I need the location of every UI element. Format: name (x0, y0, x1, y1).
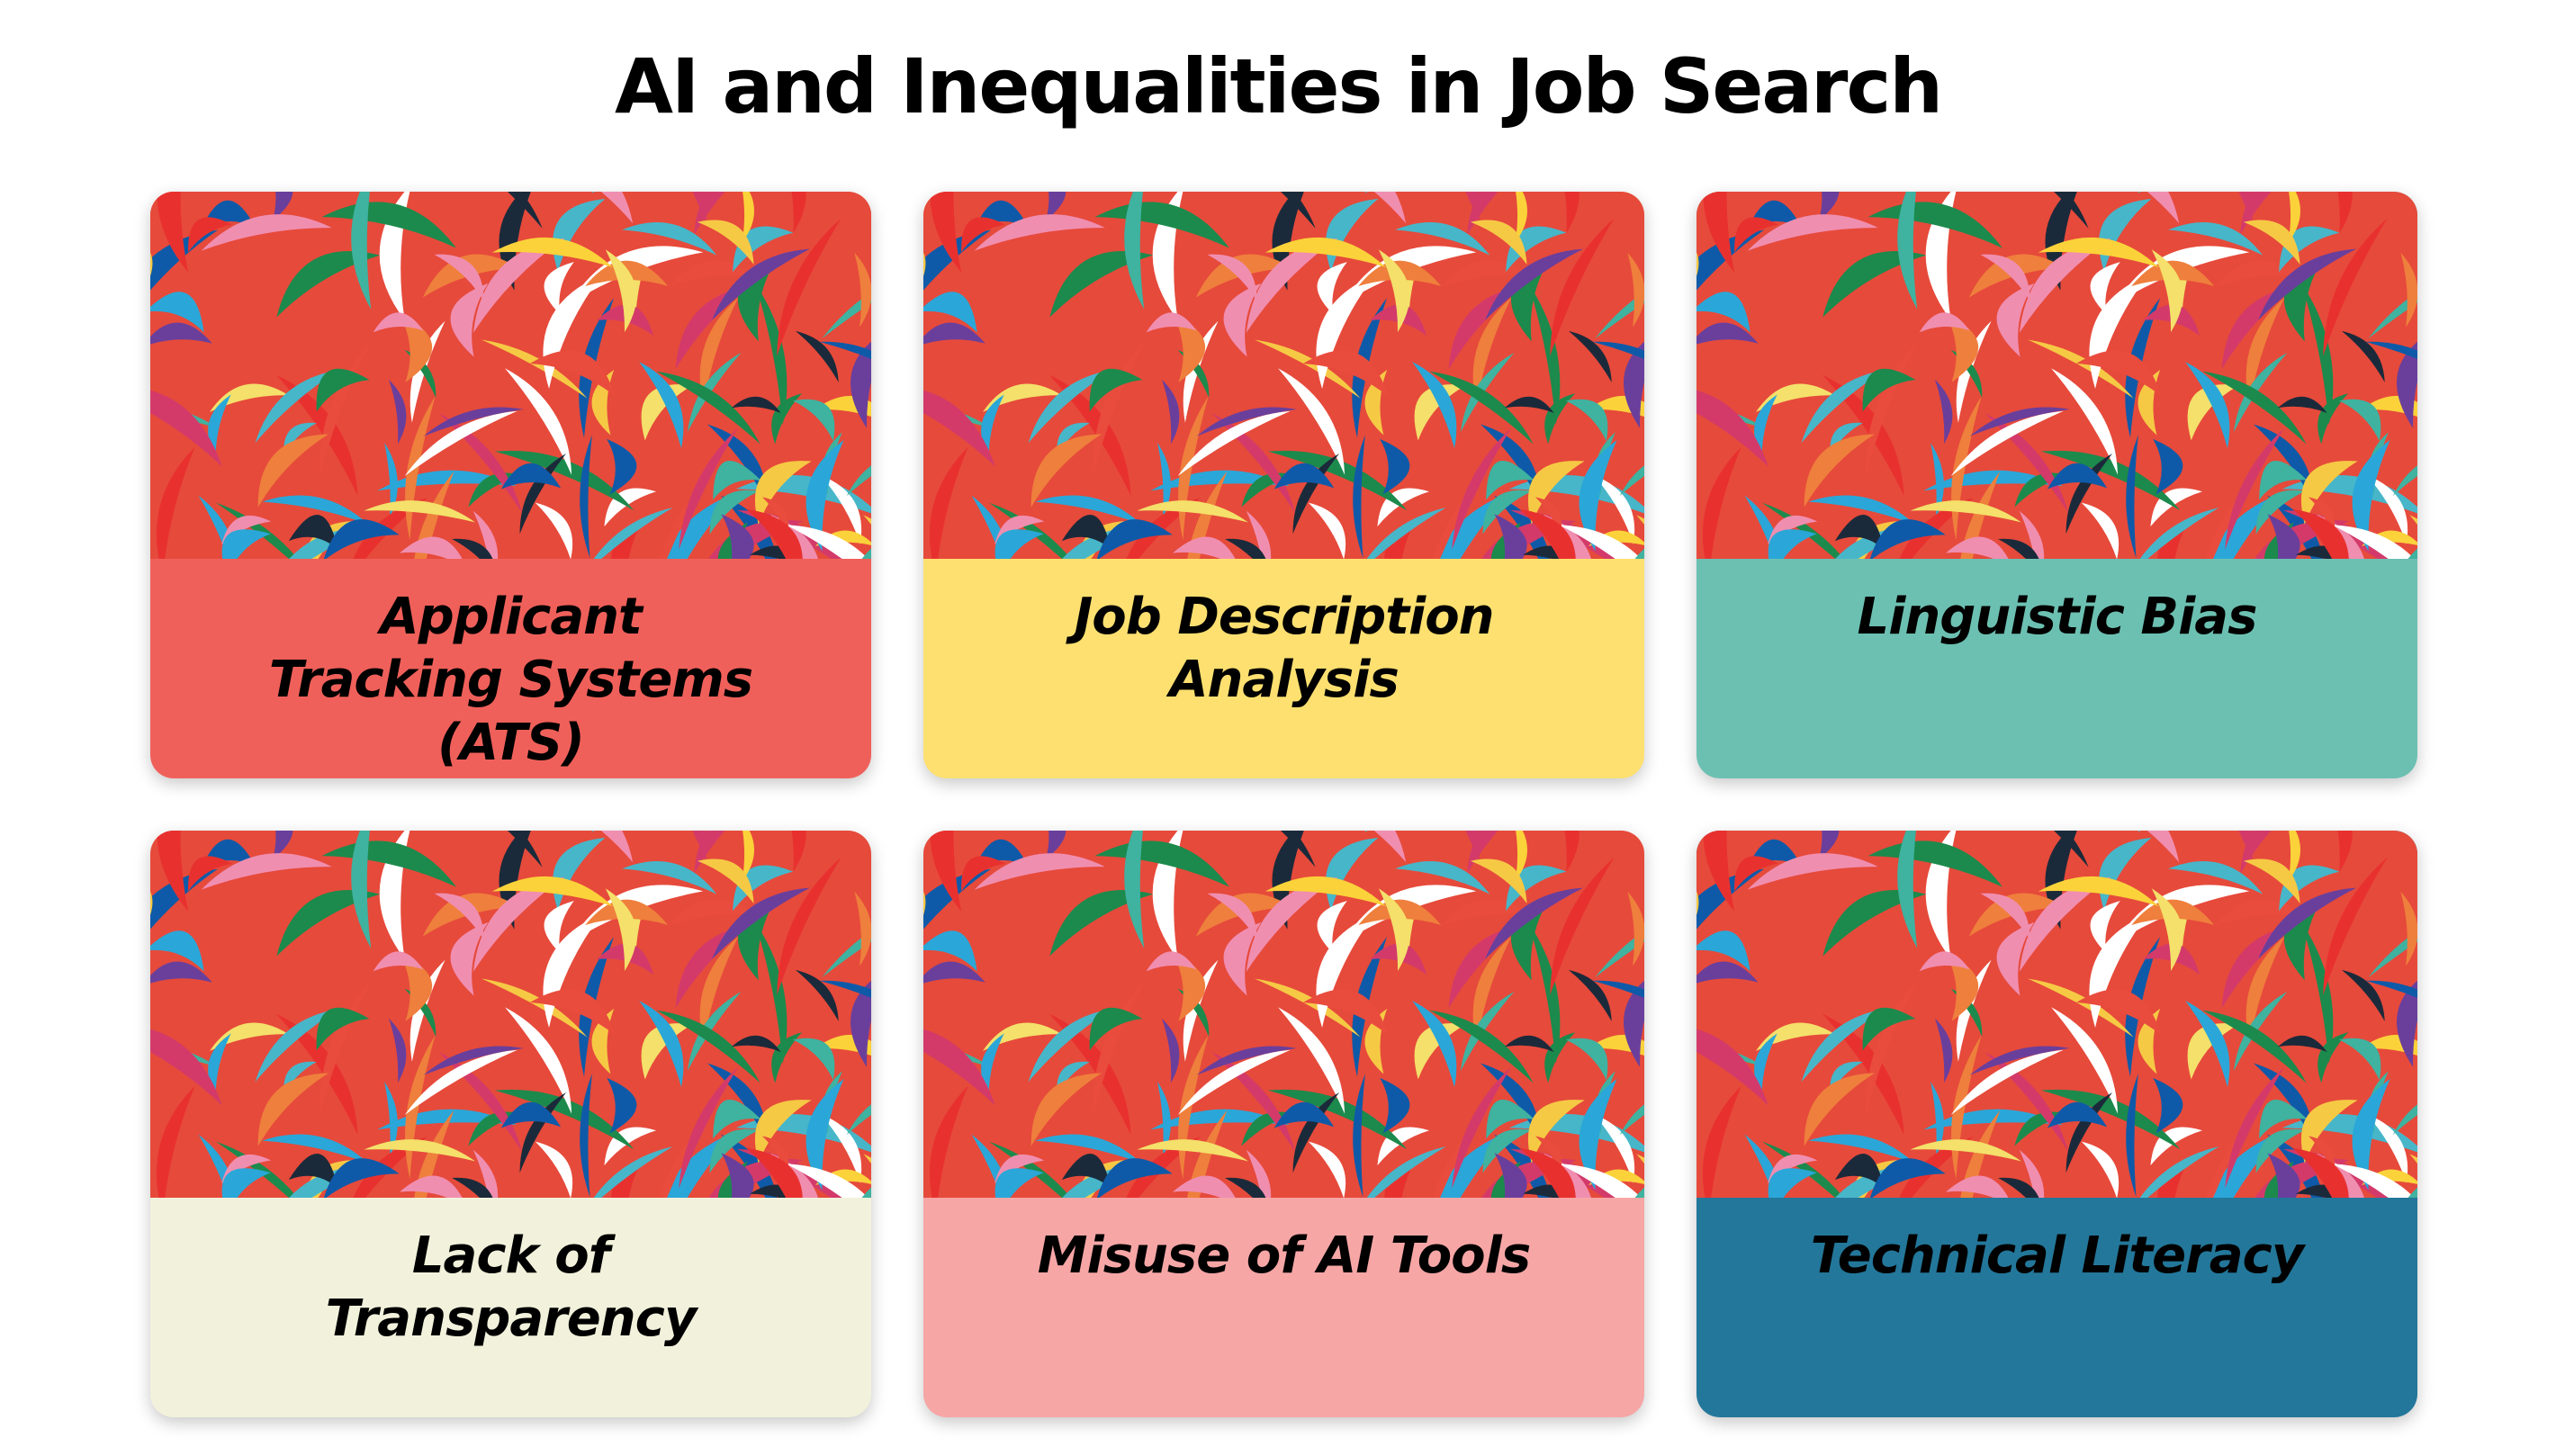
card-title: Technical Literacy (1810, 1227, 2305, 1285)
card-abstract-painting-image (1696, 192, 2417, 559)
card-title: Job Description Analysis (1074, 588, 1494, 709)
card-body: Applicant Tracking Systems (ATS) (150, 559, 871, 778)
topic-card-grid: Applicant Tracking Systems (ATS) Job Des… (150, 192, 2417, 1425)
card-abstract-painting-image (1696, 831, 2417, 1198)
card-title: Misuse of AI Tools (1037, 1227, 1531, 1285)
card-applicant-tracking-systems[interactable]: Applicant Tracking Systems (ATS) (150, 192, 871, 778)
card-abstract-painting-image (923, 192, 1644, 559)
card-abstract-painting-image (923, 831, 1644, 1198)
card-linguistic-bias[interactable]: Linguistic Bias (1696, 192, 2417, 778)
card-title: Lack of Transparency (325, 1227, 698, 1348)
card-title: Applicant Tracking Systems (ATS) (268, 588, 753, 772)
card-body: Misuse of AI Tools (923, 1198, 1644, 1417)
card-misuse-of-ai-tools[interactable]: Misuse of AI Tools (923, 831, 1644, 1417)
card-body: Lack of Transparency (150, 1198, 871, 1417)
card-job-description-analysis[interactable]: Job Description Analysis (923, 192, 1644, 778)
card-title: Linguistic Bias (1857, 588, 2258, 646)
card-technical-literacy[interactable]: Technical Literacy (1696, 831, 2417, 1417)
card-abstract-painting-image (150, 831, 871, 1198)
card-body: Technical Literacy (1696, 1198, 2417, 1417)
card-body: Job Description Analysis (923, 559, 1644, 778)
card-body: Linguistic Bias (1696, 559, 2417, 778)
card-lack-of-transparency[interactable]: Lack of Transparency (150, 831, 871, 1417)
page-title: AI and Inequalities in Job Search (614, 42, 1943, 130)
card-abstract-painting-image (150, 192, 871, 559)
